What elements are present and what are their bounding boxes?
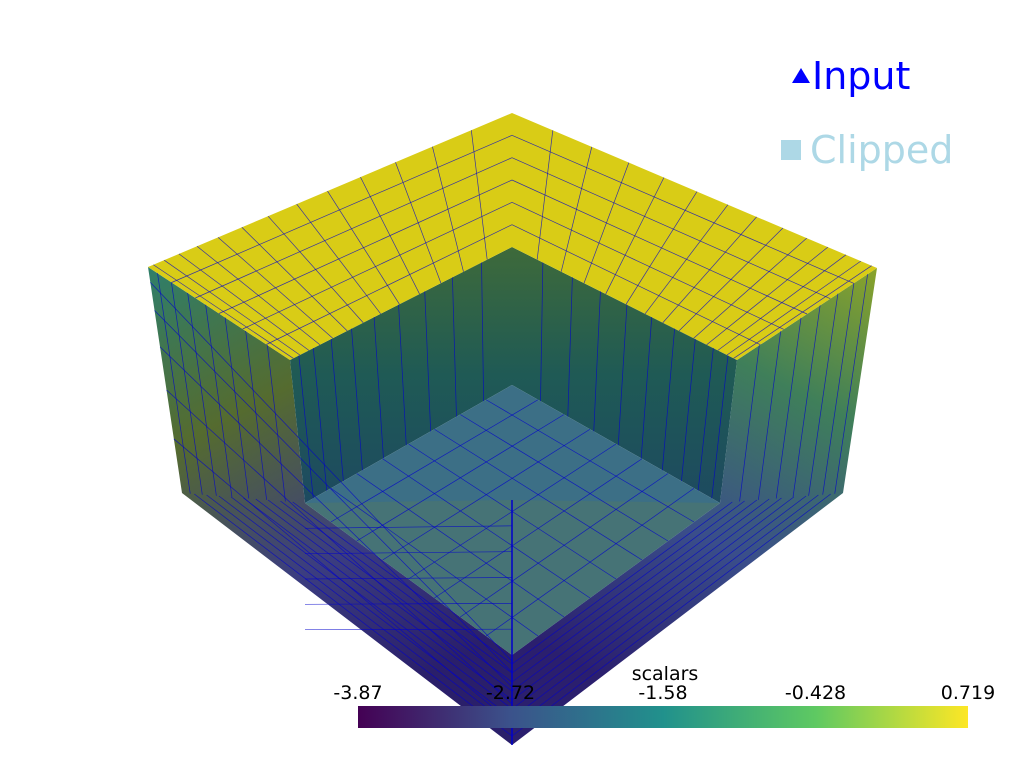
mesh-line [511, 135, 854, 284]
colorbar-tick-label: -0.428 [785, 682, 846, 704]
top-face [148, 113, 877, 360]
mesh-line [617, 304, 628, 446]
mesh-line [312, 348, 328, 491]
colorbar-tick-label: -2.72 [486, 682, 535, 704]
mesh-line [157, 273, 191, 494]
mesh-line [711, 355, 729, 499]
mesh-line [280, 500, 513, 674]
mesh-line [792, 305, 821, 498]
mesh-line [822, 283, 855, 495]
mesh-line [330, 399, 539, 523]
mesh-line [304, 551, 513, 555]
mesh-line [834, 274, 868, 494]
mesh-line [398, 304, 407, 446]
mesh-line [452, 277, 457, 417]
mesh-line [330, 339, 344, 482]
mesh-line [243, 497, 513, 701]
right-face [512, 268, 877, 745]
mesh-line [166, 389, 513, 705]
mesh-line [171, 282, 203, 495]
mesh-line [224, 317, 250, 499]
mesh-line [775, 317, 802, 499]
colorbar-tick-label: -1.58 [638, 682, 687, 704]
inner-wall-left [290, 247, 512, 503]
mesh-line [511, 498, 770, 692]
mesh-line [434, 458, 643, 599]
mesh-line [351, 328, 363, 471]
mesh-line [758, 331, 782, 500]
legend-label: Clipped [810, 128, 953, 172]
mesh-line [511, 501, 733, 665]
colorbar-tick-label: 0.719 [941, 682, 995, 704]
mesh-line [661, 328, 675, 471]
mesh-line [511, 497, 782, 701]
mesh-line [267, 499, 513, 683]
mesh-line [245, 330, 267, 500]
mesh-line [154, 310, 513, 673]
mesh-line [298, 355, 314, 499]
mesh-line [511, 157, 831, 299]
mesh-line [540, 262, 544, 402]
mesh-line [206, 494, 513, 728]
mesh-line [511, 202, 784, 330]
inner-wall-right [512, 247, 737, 503]
mesh-line [159, 346, 513, 688]
mesh-line [194, 493, 513, 737]
mesh-line [205, 304, 233, 498]
legend-marker-triangle [792, 68, 810, 83]
mesh-line [382, 428, 591, 561]
mesh-line [373, 317, 384, 459]
mesh-line [593, 291, 601, 432]
colorbar-ticks: -3.87 -2.72 -1.58 -0.428 0.719 [333, 682, 995, 704]
mesh-line [511, 499, 758, 683]
colorbar [358, 706, 968, 728]
mesh-line [511, 493, 831, 737]
mesh-line [304, 577, 513, 580]
mesh-line [173, 438, 513, 724]
mesh-line [424, 291, 431, 432]
mesh-line [218, 179, 513, 314]
mesh-line [681, 339, 696, 482]
mesh-line [511, 224, 761, 345]
mesh-line [640, 317, 653, 459]
legend-marker-square [781, 140, 801, 160]
mesh-line [808, 293, 839, 496]
mesh-line [304, 602, 513, 605]
mesh-line [511, 494, 819, 728]
colorbar-title: scalars [632, 663, 699, 685]
mesh-line [567, 277, 573, 417]
mesh-line [304, 628, 513, 631]
mesh-line [195, 157, 513, 299]
mesh-line [511, 179, 808, 315]
mesh-line [242, 202, 513, 330]
left-face [148, 267, 512, 745]
legend-label: Input [812, 54, 910, 98]
mesh-line [267, 345, 286, 502]
mesh-line [511, 500, 745, 674]
colorbar-tick-label: -3.87 [333, 682, 382, 704]
mesh-line [266, 224, 513, 345]
mesh-line [218, 495, 513, 719]
mesh-line [739, 345, 760, 502]
mesh-line [485, 487, 695, 637]
mesh-line [460, 473, 669, 618]
mesh-line [697, 348, 714, 491]
mesh-line [481, 262, 484, 402]
mesh-line [255, 498, 513, 692]
mesh-line [171, 135, 513, 283]
mesh-line [150, 282, 513, 662]
mesh-line [511, 495, 807, 719]
mesh-line [292, 501, 513, 665]
mesh-line [304, 525, 513, 529]
mesh-line [511, 496, 795, 710]
mesh-line [230, 496, 513, 710]
mesh-line [356, 414, 565, 542]
mesh-lines [150, 130, 872, 737]
